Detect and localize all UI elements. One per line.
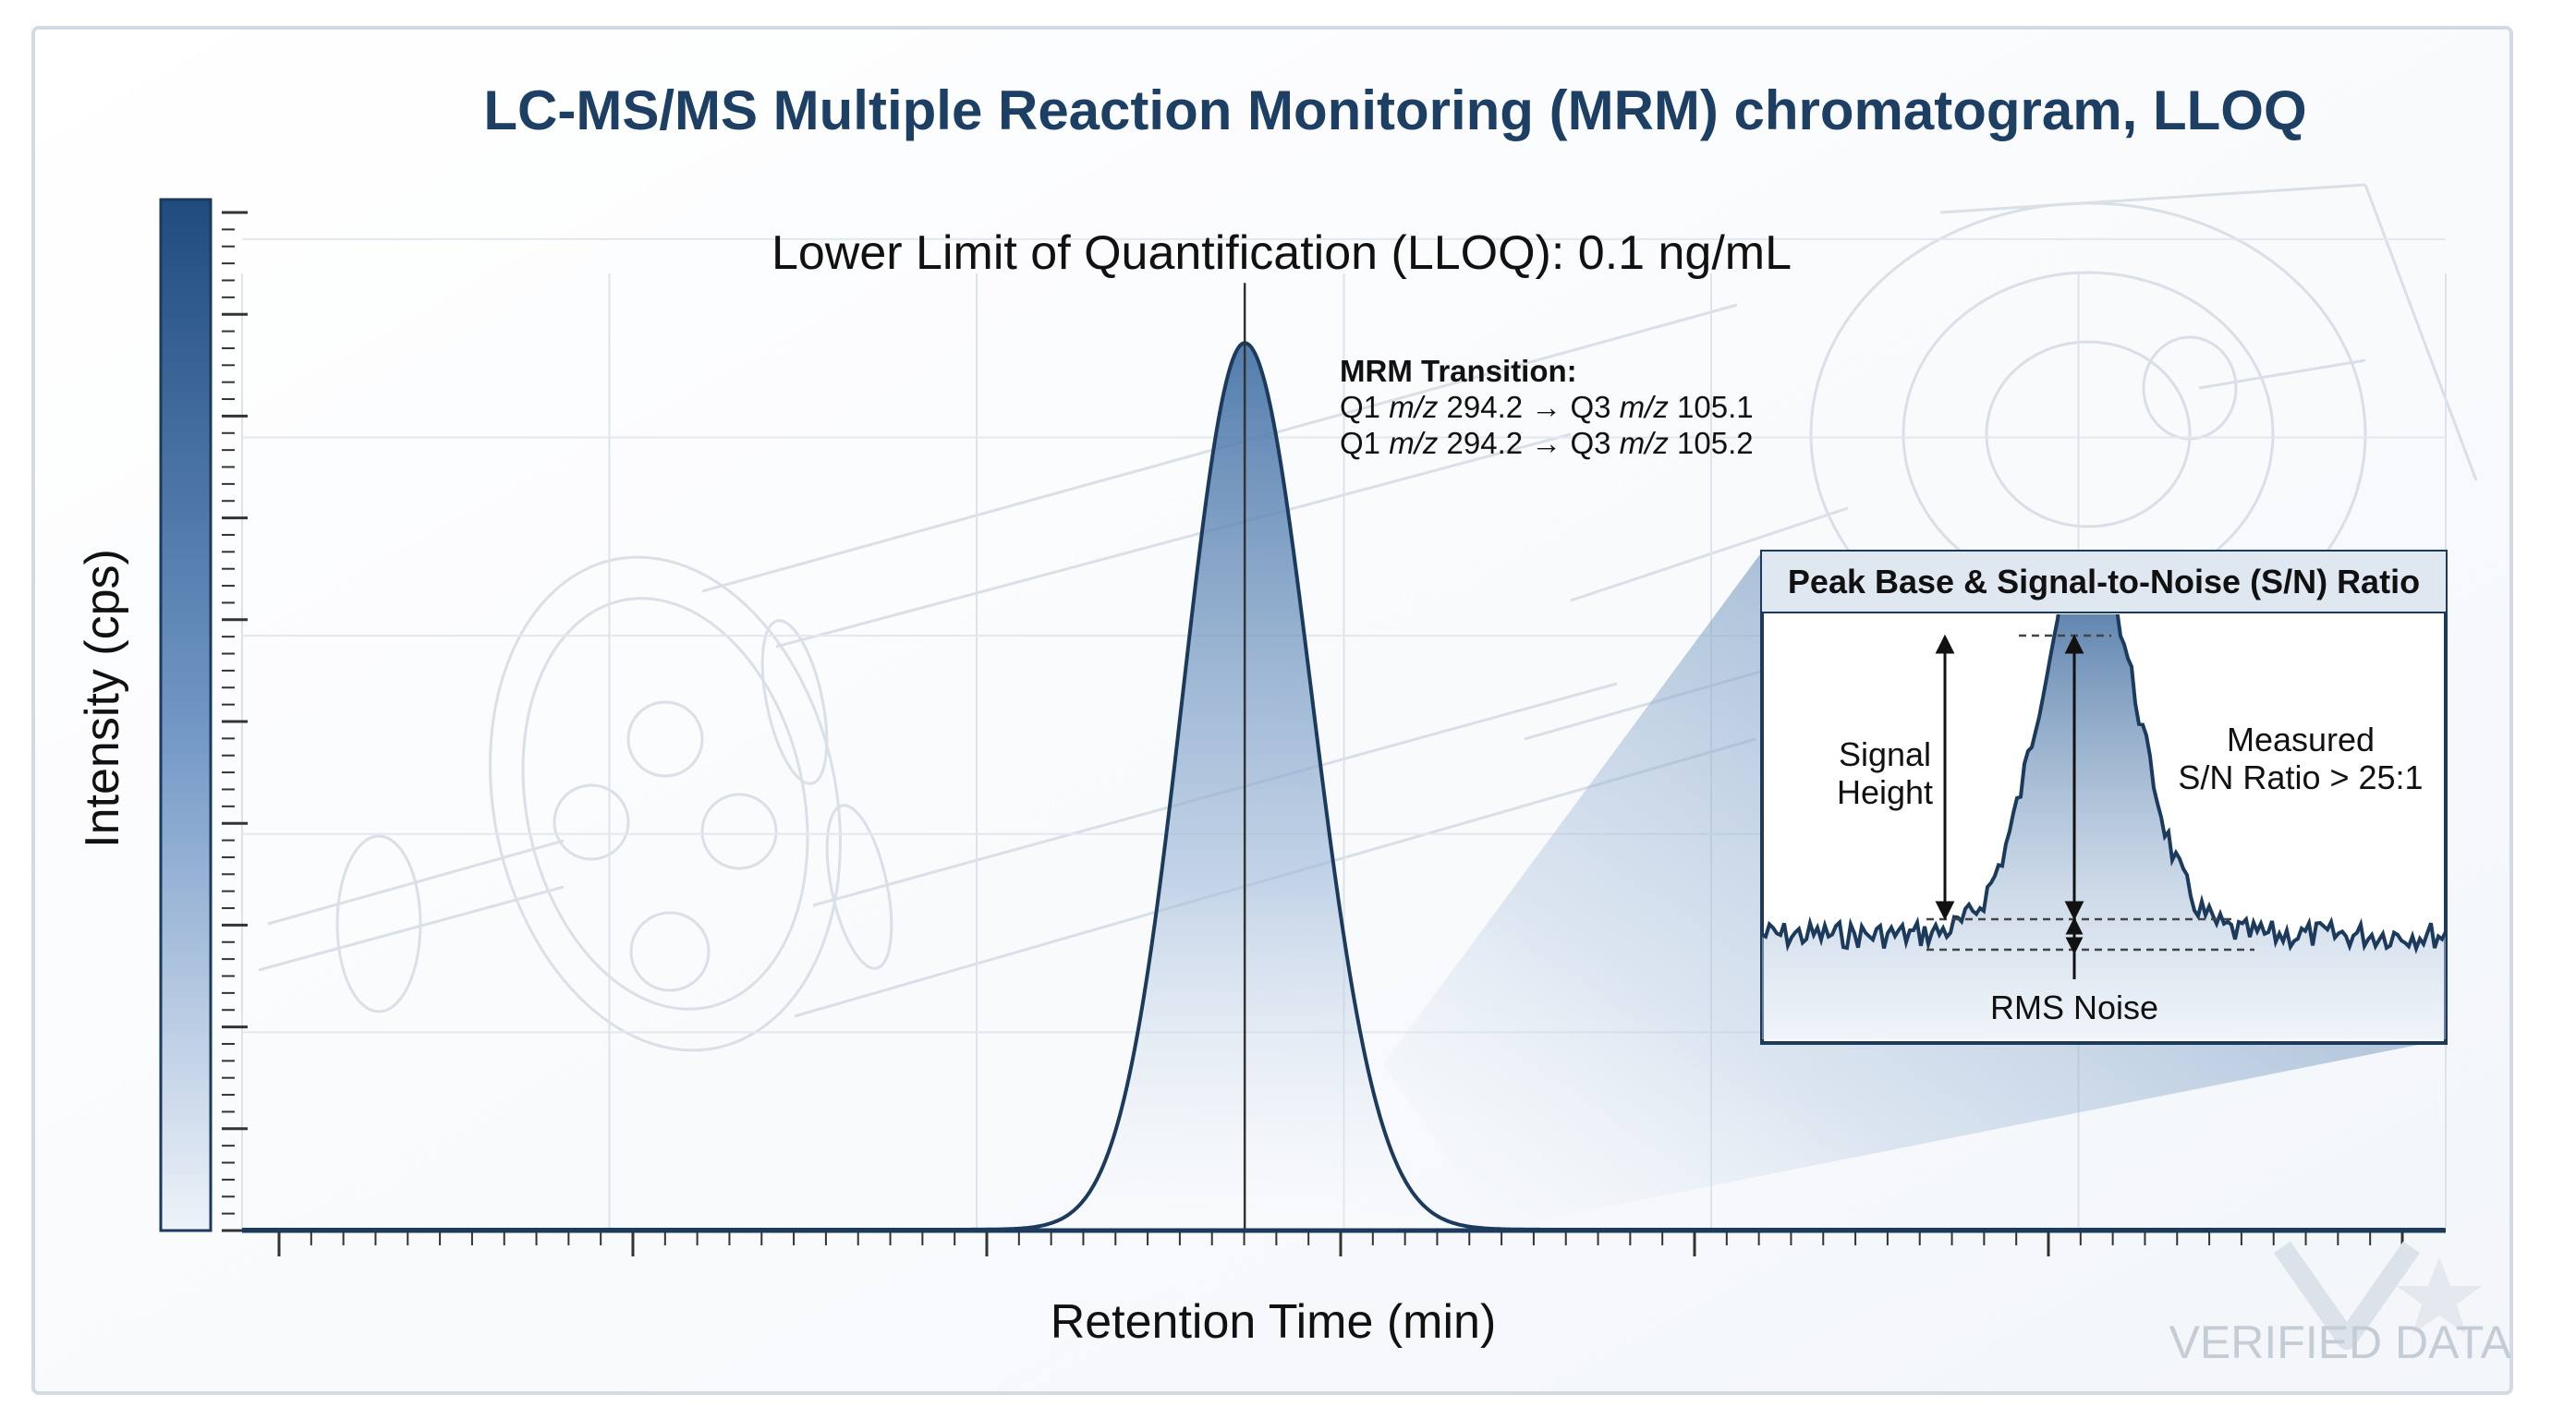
watermark-text: VERIFIED DATA — [2169, 1316, 2512, 1368]
chart-title: LC-MS/MS Multiple Reaction Monitoring (M… — [483, 79, 2306, 141]
watermark-star-icon — [2397, 1256, 2482, 1334]
measured-height-arrow — [2064, 634, 2084, 921]
quadrupole-sketch-illustration — [258, 183, 2478, 1052]
signal-label-line-2: Height — [1837, 773, 1933, 811]
peak-area-fill — [242, 343, 2446, 1231]
signal-height-arrow — [1935, 634, 1955, 921]
signal-label-line-1: Signal — [1839, 735, 1931, 773]
x-axis-label: Retention Time (min) — [1051, 1295, 1497, 1349]
inset-noise-trace — [1762, 614, 2446, 954]
ratio-label-line-1: Measured — [2227, 721, 2375, 758]
rms-noise-arrow — [2065, 916, 2084, 979]
rms-noise-label: RMS Noise — [1990, 988, 2158, 1026]
signal-to-noise-inset: Peak Base & Signal-to-Noise (S/N) Ratio … — [1760, 550, 2448, 1045]
mrm-transition-title: MRM Transition: — [1340, 354, 1577, 388]
mrm-transition-line-1: Q1 m/z 294.2 → Q3 m/z 105.1 — [1340, 390, 1754, 424]
y-axis-ticks — [222, 211, 248, 1232]
inset-title-bar — [1762, 552, 2446, 612]
mrm-transition-line-2: Q1 m/z 294.2 → Q3 m/z 105.2 — [1340, 426, 1754, 460]
chart-subtitle: Lower Limit of Quantification (LLOQ): 0.… — [772, 226, 1792, 280]
inset-title: Peak Base & Signal-to-Noise (S/N) Ratio — [1788, 563, 2420, 600]
verified-watermark: VERIFIED DATA — [2169, 1241, 2512, 1368]
x-axis-ticks — [277, 1232, 2404, 1256]
ratio-label-line-2: S/N Ratio > 25:1 — [2178, 758, 2423, 796]
intensity-color-bar — [159, 198, 213, 1232]
y-axis-label: Intensity (cps) — [76, 549, 129, 848]
watermark-logo-icon — [2273, 1241, 2421, 1350]
